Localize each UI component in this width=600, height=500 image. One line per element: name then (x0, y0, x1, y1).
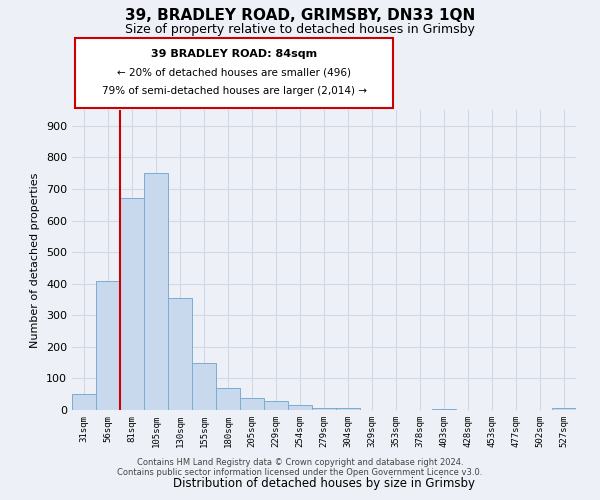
Bar (192, 362, 216, 410)
Bar (264, 400, 288, 410)
Bar (312, 408, 336, 410)
Bar (168, 298, 192, 410)
Y-axis label: Number of detached properties: Number of detached properties (31, 172, 40, 348)
Bar (336, 408, 360, 410)
Bar (240, 398, 264, 410)
Text: Contains HM Land Registry data © Crown copyright and database right 2024.: Contains HM Land Registry data © Crown c… (137, 458, 463, 467)
Text: 39, BRADLEY ROAD, GRIMSBY, DN33 1QN: 39, BRADLEY ROAD, GRIMSBY, DN33 1QN (125, 8, 475, 22)
Bar (552, 408, 576, 410)
Bar (288, 406, 312, 410)
Text: 79% of semi-detached houses are larger (2,014) →: 79% of semi-detached houses are larger (… (101, 86, 367, 96)
Bar (144, 173, 168, 410)
Text: ← 20% of detached houses are smaller (496): ← 20% of detached houses are smaller (49… (117, 68, 351, 78)
Bar (96, 280, 120, 410)
Bar (216, 388, 240, 410)
Bar (120, 198, 144, 410)
Text: 39 BRADLEY ROAD: 84sqm: 39 BRADLEY ROAD: 84sqm (151, 50, 317, 59)
Bar (72, 394, 96, 410)
Text: Size of property relative to detached houses in Grimsby: Size of property relative to detached ho… (125, 22, 475, 36)
Text: Contains public sector information licensed under the Open Government Licence v3: Contains public sector information licen… (118, 468, 482, 477)
Text: Distribution of detached houses by size in Grimsby: Distribution of detached houses by size … (173, 477, 475, 490)
